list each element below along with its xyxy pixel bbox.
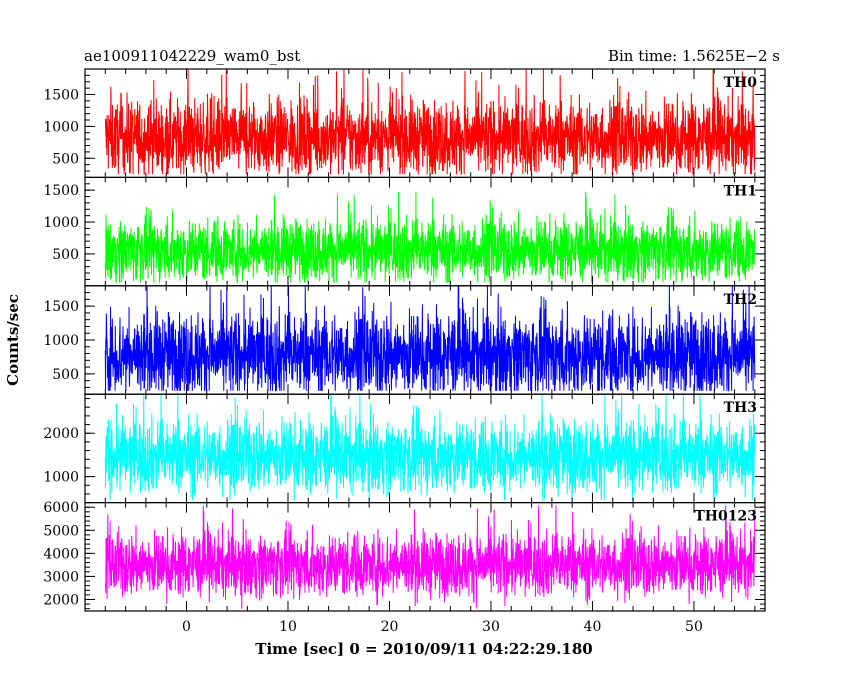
panel-th3: 1000 2000 TH3 xyxy=(43,393,766,504)
panel-label-th3: TH3 xyxy=(724,400,757,416)
header-right-title: Bin time: 1.5625E−2 s xyxy=(608,47,780,65)
y-tick-label: 4000 xyxy=(43,546,79,562)
series-line-th1 xyxy=(104,191,756,284)
y-tick-label: 2000 xyxy=(43,426,79,442)
y-tick-label: 2000 xyxy=(43,592,79,608)
y-tick-label: 1000 xyxy=(43,470,79,486)
series-line-th0123 xyxy=(104,505,756,609)
series-line-th0 xyxy=(104,68,756,175)
x-tick-label: 20 xyxy=(381,619,399,635)
panel-label-th2: TH2 xyxy=(724,292,757,308)
y-tick-label: 1000 xyxy=(43,119,79,135)
y-tick-label: 6000 xyxy=(43,500,79,516)
y-tick-label: 3000 xyxy=(43,569,79,585)
x-tick-label: 10 xyxy=(279,619,297,635)
x-tick-label: 0 xyxy=(182,619,191,635)
y-tick-label: 1500 xyxy=(43,183,79,199)
y-tick-label: 500 xyxy=(52,367,79,383)
panel-th0: 500 1000 1500 TH0 xyxy=(43,68,766,179)
panel-label-th0: TH0 xyxy=(724,75,758,91)
header-left-title: ae100911042229_wam0_bst xyxy=(84,47,300,65)
panel-label-th0123: TH0123 xyxy=(694,509,757,525)
y-tick-label: 1500 xyxy=(43,88,79,104)
y-tick-label: 1500 xyxy=(43,299,79,315)
series-line-th2 xyxy=(104,285,756,392)
panel-label-th1: TH1 xyxy=(724,183,757,199)
y-tick-label: 5000 xyxy=(43,523,79,539)
x-tick-label: 30 xyxy=(482,619,500,635)
panel-th1: 500 1000 1500 TH1 xyxy=(43,176,766,287)
panel-th0123: 2000 3000 4000 5000 6000 TH0123 xyxy=(43,500,766,612)
panel-frame xyxy=(84,502,766,612)
y-tick-label: 1000 xyxy=(43,333,79,349)
y-tick-label: 500 xyxy=(52,151,79,167)
x-axis-title: Time [sec] 0 = 2010/09/11 04:22:29.180 xyxy=(255,640,592,658)
series-line-th3 xyxy=(104,394,756,501)
y-tick-label: 500 xyxy=(52,247,79,263)
panel-th2: 500 1000 1500 TH2 xyxy=(43,285,766,395)
y-axis-title: Counts/sec xyxy=(4,294,22,386)
x-tick-label: 40 xyxy=(584,619,602,635)
y-tick-label: 1000 xyxy=(43,215,79,231)
x-tick-label: 50 xyxy=(685,619,703,635)
